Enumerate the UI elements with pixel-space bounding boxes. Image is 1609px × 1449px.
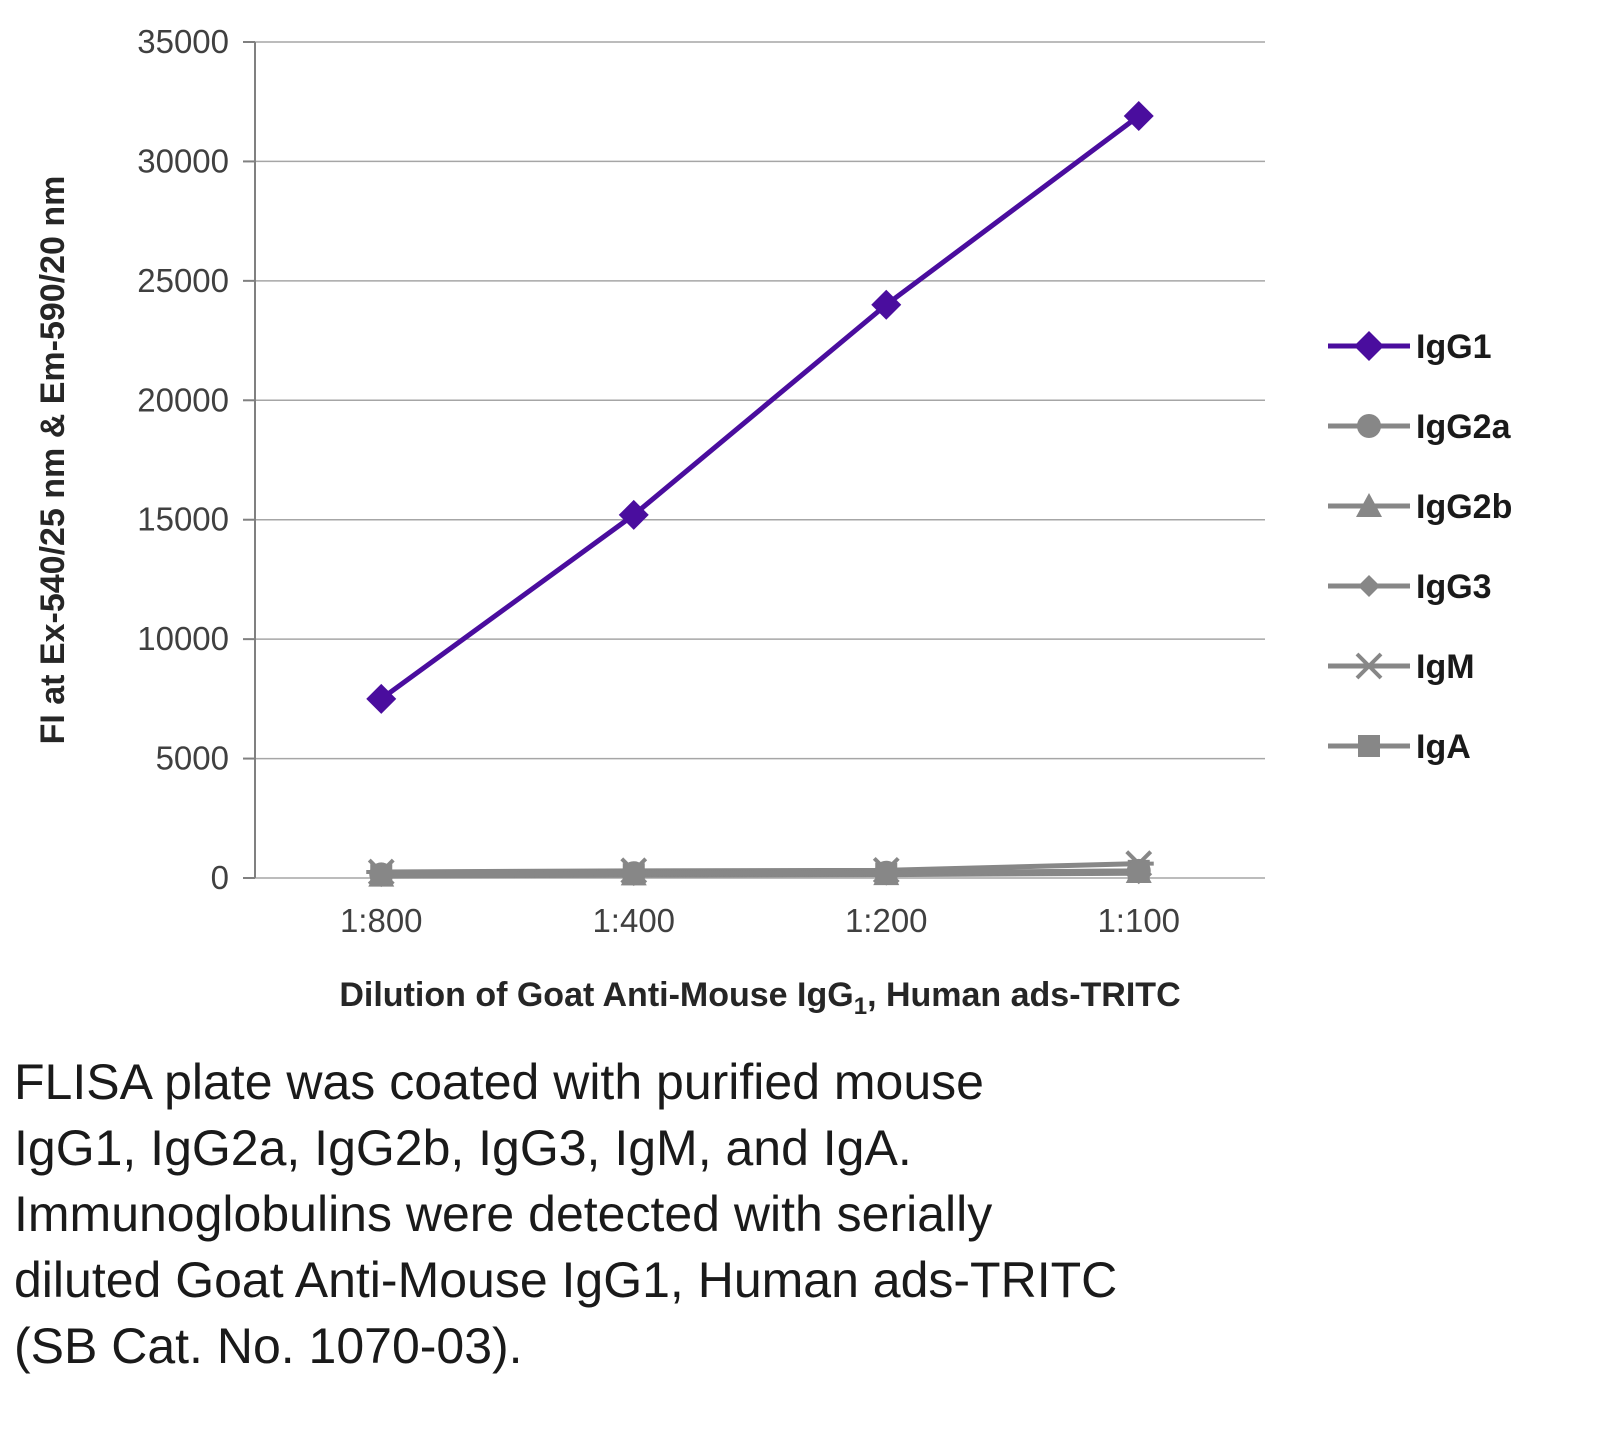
x-tick-label: 1:200	[845, 902, 928, 939]
caption-line: IgG1, IgG2a, IgG2b, IgG3, IgM, and IgA.	[14, 1120, 912, 1176]
y-tick-label: 20000	[137, 381, 229, 418]
y-tick-label: 30000	[137, 142, 229, 179]
chart-canvas: 0 5000 10000 15000 20000 25000 30000 35000 1:800…	[34, 23, 1512, 1020]
caption-line: diluted Goat Anti-Mouse IgG1, Human ads-…	[14, 1252, 1118, 1308]
legend-label-IgM: IgM	[1416, 648, 1475, 686]
y-tick-label: 15000	[137, 501, 229, 538]
legend-label-IgG3: IgG3	[1416, 568, 1492, 606]
marker-IgG2a	[1126, 858, 1151, 883]
x-tick-label: 1:100	[1097, 902, 1180, 939]
legend-marker-IgG1	[1354, 331, 1384, 361]
y-tick-label: 10000	[137, 620, 229, 657]
x-tick-label: 1:400	[592, 902, 675, 939]
marker-IgG2a	[874, 860, 899, 885]
series-line-IgG1	[379, 114, 1141, 701]
y-tick-label: 5000	[156, 740, 229, 777]
marker-IgG1	[618, 499, 649, 530]
legend-marker-IgM	[1354, 652, 1384, 680]
x-axis-title: Dilution of Goat Anti-Mouse IgG1, Human …	[339, 976, 1180, 1020]
figure-caption: FLISA plate was coated with purified mou…	[0, 1045, 1609, 1379]
y-tick-label: 0	[211, 859, 229, 896]
legend-marker-IgG2b	[1356, 493, 1382, 517]
legend-marker-IgG2a	[1357, 414, 1381, 438]
caption-line: Immunoglobulins were detected with seria…	[14, 1186, 993, 1242]
y-axis-title: FI at Ex-540/25 nm & Em-590/20 nm	[34, 176, 72, 745]
marker-IgG2a	[369, 862, 394, 887]
marker-IgG2a	[621, 861, 646, 886]
y-tick-label: 35000	[137, 23, 229, 60]
caption-line: FLISA plate was coated with purified mou…	[14, 1054, 984, 1110]
y-tick-label: 25000	[137, 262, 229, 299]
x-tick-label: 1:800	[340, 902, 423, 939]
marker-IgG1	[366, 683, 397, 714]
legend-marker-IgA	[1358, 735, 1380, 757]
legend-label-IgG1: IgG1	[1416, 328, 1492, 366]
marker-IgG1	[1123, 101, 1154, 132]
caption-line: (SB Cat. No. 1070-03).	[14, 1318, 523, 1374]
marker-IgG1	[871, 289, 902, 320]
legend-label-IgA: IgA	[1416, 728, 1471, 766]
series-line-IgG2a	[381, 868, 1139, 877]
legend-label-IgG2a: IgG2a	[1416, 408, 1512, 446]
legend-marker-IgG3	[1358, 575, 1380, 597]
legend-label-IgG2b: IgG2b	[1416, 488, 1512, 526]
chart-area: 0 5000 10000 15000 20000 25000 30000 35000 1:800…	[34, 23, 1512, 1020]
